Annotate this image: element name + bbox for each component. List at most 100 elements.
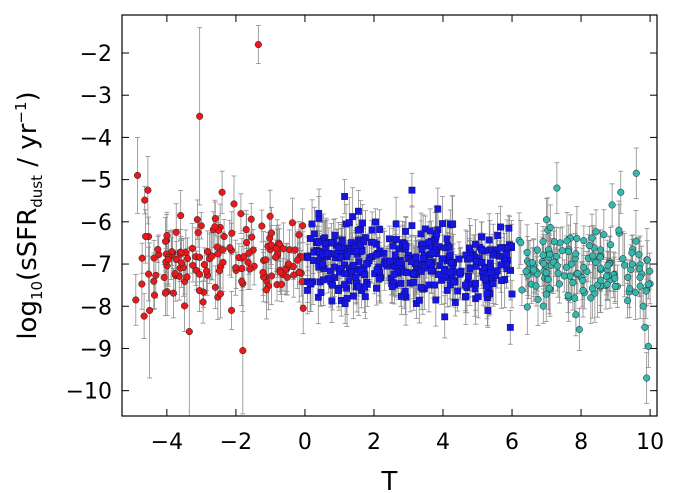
data-point xyxy=(563,237,571,245)
data-point xyxy=(290,271,298,279)
data-point xyxy=(539,238,547,246)
data-point xyxy=(425,239,433,246)
data-point xyxy=(466,255,474,263)
y-label-prefix: log xyxy=(13,300,43,340)
data-point xyxy=(200,261,208,269)
data-point xyxy=(505,224,513,232)
data-point xyxy=(244,258,252,266)
data-point xyxy=(587,294,595,302)
data-point xyxy=(580,263,588,272)
data-point xyxy=(407,258,415,265)
data-point xyxy=(160,273,168,281)
data-point xyxy=(396,259,404,267)
data-point xyxy=(486,259,494,267)
data-point xyxy=(506,323,514,331)
data-point xyxy=(132,296,140,304)
data-point xyxy=(338,238,346,246)
data-point xyxy=(397,279,405,287)
data-point xyxy=(141,232,150,240)
data-point xyxy=(372,251,380,259)
data-point xyxy=(542,216,551,224)
data-point xyxy=(441,313,449,321)
data-point xyxy=(208,252,216,260)
data-point xyxy=(589,252,597,260)
data-point xyxy=(567,260,576,268)
data-point xyxy=(619,255,627,263)
data-point xyxy=(242,225,250,234)
data-point xyxy=(439,255,446,263)
data-point xyxy=(572,311,580,319)
data-point xyxy=(646,267,654,275)
data-point xyxy=(542,269,550,277)
y-axis-label: log10(sSFRdust / yr−1) xyxy=(12,91,46,339)
data-point xyxy=(172,255,180,264)
data-point xyxy=(197,222,205,230)
data-point xyxy=(562,263,570,271)
data-point xyxy=(425,281,433,289)
data-point xyxy=(558,247,566,255)
data-point xyxy=(426,227,434,235)
data-point xyxy=(408,186,416,194)
y-tick-label: −10 xyxy=(66,380,112,405)
data-point xyxy=(494,232,502,239)
data-point xyxy=(220,232,228,241)
data-point xyxy=(163,231,171,240)
data-point xyxy=(432,296,440,304)
data-point xyxy=(309,257,317,264)
data-point xyxy=(465,272,472,280)
data-point xyxy=(403,269,411,276)
data-point xyxy=(335,244,343,252)
data-point xyxy=(138,254,146,262)
data-point xyxy=(497,223,504,231)
data-point xyxy=(373,284,380,292)
data-point xyxy=(454,287,462,295)
data-point xyxy=(546,250,554,258)
data-point xyxy=(554,269,562,277)
data-point xyxy=(592,228,600,236)
data-point xyxy=(195,253,204,261)
data-point xyxy=(402,227,410,235)
data-point xyxy=(177,248,185,257)
data-point xyxy=(555,280,563,288)
data-point xyxy=(349,261,357,269)
data-point xyxy=(284,260,293,268)
data-point xyxy=(272,245,280,253)
data-point xyxy=(219,246,227,254)
data-point xyxy=(228,306,236,314)
data-point xyxy=(628,260,636,268)
data-point xyxy=(642,287,650,295)
data-point xyxy=(585,242,594,250)
data-point xyxy=(615,226,623,234)
data-point xyxy=(485,236,493,244)
data-point xyxy=(392,236,400,243)
data-point xyxy=(237,210,245,218)
data-point xyxy=(564,247,572,256)
data-point xyxy=(272,253,280,261)
data-point xyxy=(180,302,189,310)
x-tick-label: 0 xyxy=(298,430,312,455)
data-point xyxy=(493,267,501,275)
data-point xyxy=(247,215,255,223)
data-point xyxy=(239,347,247,355)
data-point xyxy=(478,233,486,241)
data-point xyxy=(279,245,287,253)
data-point xyxy=(507,267,514,274)
data-point xyxy=(462,293,470,300)
data-point xyxy=(145,270,153,278)
data-point xyxy=(196,270,204,278)
data-point xyxy=(410,278,418,286)
data-point xyxy=(254,40,262,49)
data-point xyxy=(154,245,162,254)
data-point xyxy=(447,259,455,267)
data-point xyxy=(523,248,531,256)
data-point xyxy=(624,273,632,281)
data-point xyxy=(539,251,547,259)
data-point xyxy=(385,235,393,243)
data-point xyxy=(389,242,397,250)
data-point xyxy=(641,323,649,331)
data-point xyxy=(195,287,204,295)
data-point xyxy=(337,253,344,261)
data-point xyxy=(517,239,525,247)
data-point xyxy=(434,271,442,278)
